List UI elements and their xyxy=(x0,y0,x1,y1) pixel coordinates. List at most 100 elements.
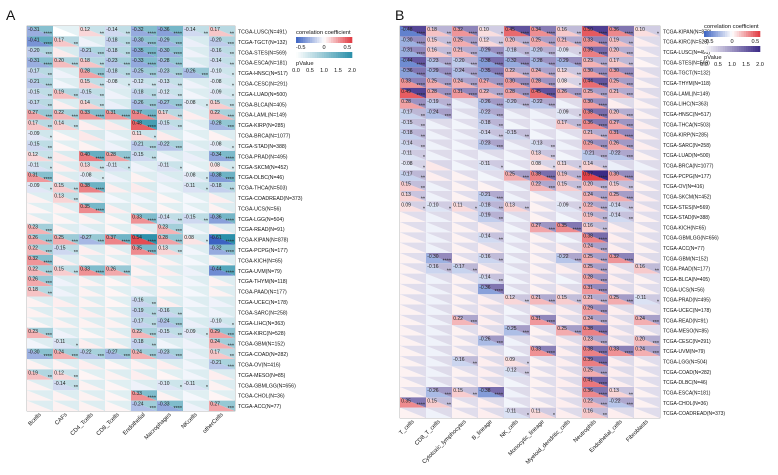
pvalue-triangle xyxy=(53,67,79,79)
heatmap-cell: 0.20*** xyxy=(608,46,634,58)
significance-stars: ** xyxy=(577,176,582,182)
panel-a-heatmap: -0.31****0.12**-0.14**-0.32****-0.36****… xyxy=(26,25,356,441)
cell-value-label: -0.15 xyxy=(54,246,66,252)
heatmap-cell: -0.13** xyxy=(157,78,183,89)
pvalue-triangle xyxy=(400,397,426,408)
heatmap-cell: 0.12** xyxy=(27,150,53,162)
cell-value-label: -0.16 xyxy=(479,254,491,260)
significance-stars: ** xyxy=(152,83,157,89)
pvalue-triangle xyxy=(582,407,608,418)
heatmap-cell: 0.32**** xyxy=(608,252,634,264)
pvalue-triangle xyxy=(400,180,426,192)
pvalue-triangle xyxy=(27,171,53,183)
corr-triangle xyxy=(79,67,105,79)
heatmap-cell xyxy=(53,26,79,37)
significance-stars: * xyxy=(232,167,235,173)
row-label: TCGA-CHOL(N=36) xyxy=(238,394,285,400)
pvalue-triangle xyxy=(452,36,478,47)
corr-triangle xyxy=(504,180,530,192)
significance-stars: *** xyxy=(601,372,608,378)
pvalue-triangle xyxy=(400,149,426,161)
pvalue-triangle xyxy=(209,244,235,255)
cell-value-label: -0.29 xyxy=(427,68,439,74)
legend-gradient-stop xyxy=(732,46,735,52)
significance-stars: *** xyxy=(46,229,53,235)
heatmap-cell xyxy=(504,376,530,388)
heatmap-cell: 0.31**** xyxy=(530,314,556,326)
significance-stars: ** xyxy=(447,269,452,275)
pvalue-triangle xyxy=(530,191,556,202)
corr-triangle xyxy=(131,46,157,58)
pvalue-triangle xyxy=(53,223,79,235)
pvalue-triangle xyxy=(183,57,209,68)
corr-triangle xyxy=(209,223,235,235)
heatmap-cell xyxy=(634,222,660,233)
pvalue-triangle xyxy=(79,223,105,235)
heatmap-cell xyxy=(504,149,530,161)
cell-value-label: 0.15 xyxy=(210,100,220,106)
corr-triangle xyxy=(452,335,478,346)
corr-triangle xyxy=(504,108,530,119)
pvalue-triangle xyxy=(478,118,504,130)
heatmap-cell xyxy=(157,358,183,370)
pvalue-triangle xyxy=(79,317,105,328)
cell-value-label: -0.17 xyxy=(132,318,144,324)
significance-stars: * xyxy=(553,413,556,419)
pvalue-triangle xyxy=(504,26,530,37)
heatmap-cell xyxy=(478,366,504,377)
heatmap-cell: -0.29*** xyxy=(478,46,504,58)
pvalue-triangle xyxy=(608,98,634,109)
pvalue-triangle xyxy=(53,57,79,68)
cell-value-label: 0.19 xyxy=(583,213,593,219)
cell-value-label: 0.34 xyxy=(531,27,541,33)
cell-value-label: 0.28 xyxy=(427,89,437,95)
cell-value-label: 0.33 xyxy=(401,79,411,85)
pvalue-triangle xyxy=(634,232,660,243)
cell-value-label: 0.38 xyxy=(583,326,593,332)
pvalue-triangle xyxy=(478,191,504,202)
pvalue-triangle xyxy=(400,366,426,377)
pvalue-triangle xyxy=(478,201,504,212)
heatmap-cell: -0.11* xyxy=(478,160,504,171)
corr-triangle xyxy=(27,161,53,172)
pvalue-triangle xyxy=(183,182,209,193)
pvalue-triangle xyxy=(131,265,157,276)
cell-value-label: -0.28 xyxy=(210,121,222,127)
heatmap-cell: 0.24*** xyxy=(582,191,608,202)
pvalue-triangle xyxy=(131,348,157,359)
pvalue-triangle xyxy=(53,358,79,370)
heatmap-cell: -0.14** xyxy=(608,211,634,223)
heatmap-cell xyxy=(53,296,79,307)
cell-value-label: 0.26 xyxy=(609,140,619,146)
cell-value-label: -0.30 xyxy=(132,37,144,43)
heatmap-cell xyxy=(634,87,660,99)
significance-stars: *** xyxy=(601,248,608,254)
heatmap-cell xyxy=(530,201,556,212)
corr-triangle xyxy=(504,87,530,99)
pvalue-triangle xyxy=(426,387,452,398)
row-label: TCGA-STES(N=569) xyxy=(238,50,287,56)
cell-value-label: 0.19 xyxy=(557,171,567,177)
pvalue-triangle xyxy=(608,46,634,57)
corr-triangle xyxy=(634,294,660,305)
corr-triangle xyxy=(504,129,530,140)
cell-value-label: 0.30 xyxy=(583,68,593,74)
corr-triangle xyxy=(634,160,660,171)
heatmap-cell: 0.19** xyxy=(608,36,634,48)
pvalue-triangle xyxy=(426,191,452,202)
pvalue-triangle xyxy=(478,170,504,181)
pvalue-triangle xyxy=(634,407,660,418)
heatmap-cell: -0.19** xyxy=(131,306,157,318)
cell-value-label: 0.15 xyxy=(557,182,567,188)
legend-tick: -0.5 xyxy=(296,45,306,51)
heatmap-cell xyxy=(183,78,209,89)
legend-gradient-stop xyxy=(314,37,318,43)
corr-triangle xyxy=(582,98,608,109)
legend-gradient-stop xyxy=(706,31,709,37)
row-label: TCGA-MESO(N=85) xyxy=(238,373,286,379)
heatmap-cell: -0.26*** xyxy=(478,98,504,110)
cell-value-label: -0.18 xyxy=(479,120,491,126)
cell-value-label: -0.17 xyxy=(401,109,413,115)
cell-value-label: 0.35 xyxy=(401,398,411,404)
heatmap-cell: 0.14** xyxy=(53,119,79,131)
